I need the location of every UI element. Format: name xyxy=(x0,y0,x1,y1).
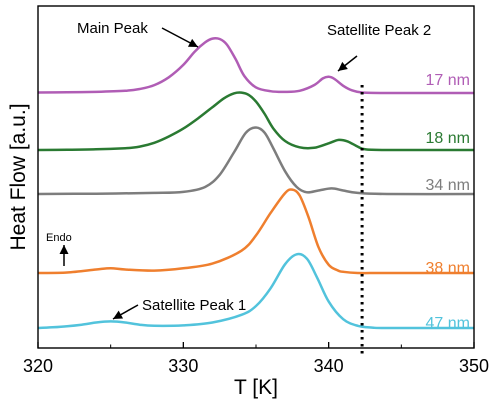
plot-frame xyxy=(37,5,475,349)
series-label-18-nm: 18 nm xyxy=(426,130,470,147)
curve-47-nm xyxy=(37,252,475,330)
series-labels: 17 nm 18 nm 34 nm 38 nm 47 nm xyxy=(426,72,470,332)
y-axis-label: Heat Flow [a.u.] xyxy=(7,103,30,250)
x-axis-ticks: 320 330 340 350 xyxy=(23,342,489,376)
curves-layer xyxy=(37,36,475,330)
x-tick-label-340: 340 xyxy=(314,356,344,376)
curve-38-nm xyxy=(37,188,474,275)
series-label-17-nm: 17 nm xyxy=(426,72,470,89)
main-peak-arrowhead xyxy=(187,38,198,47)
x-tick-label-320: 320 xyxy=(23,356,53,376)
curve-17-nm xyxy=(37,36,474,95)
annotation-endo: Endo xyxy=(46,232,72,244)
curve-18-nm xyxy=(37,91,475,152)
annotation-satellite-peak-2: Satellite Peak 2 xyxy=(327,22,431,39)
annotation-satellite-peak-1: Satellite Peak 1 xyxy=(142,297,246,314)
x-tick-label-330: 330 xyxy=(168,356,198,376)
series-label-47-nm: 47 nm xyxy=(426,315,470,332)
annotations: Main Peak Satellite Peak 2 Satellite Peak … xyxy=(46,20,431,320)
annotation-main-peak: Main Peak xyxy=(77,20,148,37)
series-label-38-nm: 38 nm xyxy=(426,260,470,277)
satellite-peak-1-arrowhead xyxy=(113,310,124,319)
curve-34-nm xyxy=(37,126,475,196)
satellite-peak-2-arrowhead xyxy=(338,61,348,71)
x-tick-label-350: 350 xyxy=(459,356,489,376)
endo-arrowhead xyxy=(59,245,69,254)
series-label-34-nm: 34 nm xyxy=(426,177,470,194)
x-axis-label: T [K] xyxy=(234,376,278,399)
